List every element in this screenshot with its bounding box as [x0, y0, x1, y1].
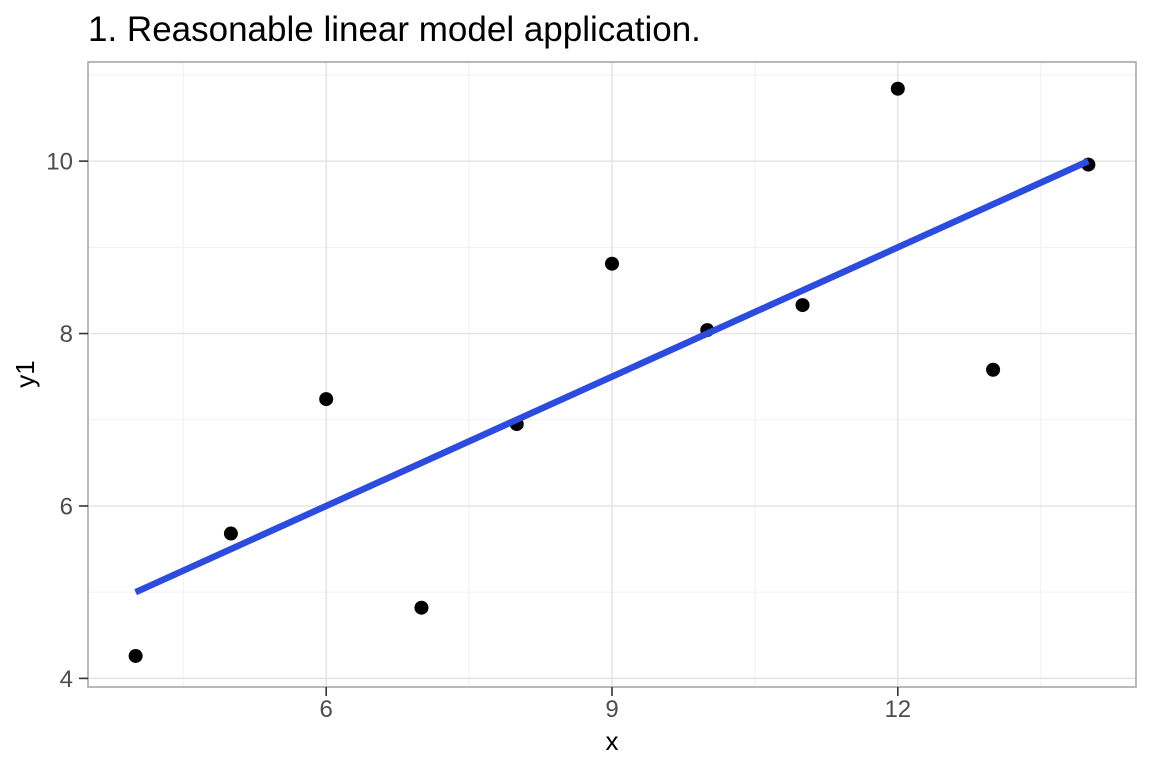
data-point	[223, 526, 238, 541]
x-tick-label: 12	[884, 696, 911, 723]
data-point	[890, 81, 905, 96]
x-tick-label: 6	[320, 696, 333, 723]
data-point	[795, 298, 810, 313]
data-point	[319, 392, 334, 407]
y-tick-label: 4	[60, 666, 73, 693]
data-point	[605, 256, 619, 271]
y-axis-title: y1	[10, 360, 41, 388]
data-point	[986, 362, 1001, 377]
regression-line	[134, 158, 1090, 596]
x-tick-label: 9	[605, 696, 618, 723]
x-axis-title: x	[605, 726, 619, 756]
data-point	[128, 648, 143, 663]
chart-title: 1. Reasonable linear model application.	[88, 10, 701, 49]
y-tick-label: 8	[60, 321, 73, 348]
y-tick-label: 6	[60, 493, 73, 520]
data-point	[414, 600, 429, 615]
y-tick-label: 10	[46, 149, 73, 176]
